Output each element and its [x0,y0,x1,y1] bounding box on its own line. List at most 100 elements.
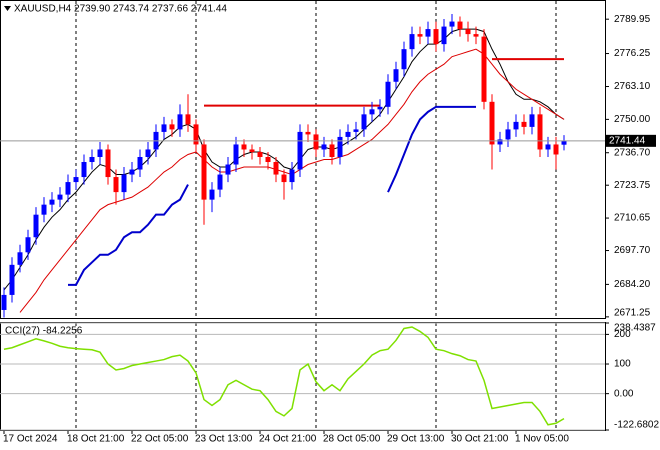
candle-body [457,21,463,30]
candle-body [289,169,295,183]
candle-body [321,144,327,150]
candle-body [561,140,567,145]
price-label: 2741.44 [609,135,646,146]
y-tick-label: 0.00 [614,388,634,399]
candle-body [465,29,471,35]
x-tick-label: 23 Oct 13:00 [195,434,253,445]
candle-body [401,49,407,70]
candle-body [49,199,55,205]
indicator-line [3,28,565,291]
candle-body [249,149,255,152]
candle-body [393,69,399,82]
candle-body [193,124,199,145]
candle-body [297,131,303,170]
candle-body [217,174,223,190]
candle-body [369,109,375,115]
candle-body [361,114,367,130]
x-tick-label: 29 Oct 13:00 [387,434,445,445]
candle-body [209,189,215,200]
x-tick-label: 17 Oct 2024 [3,434,58,445]
candle-body [425,29,431,37]
candle-body [497,139,503,145]
cci-title: CCI(27) -84.2256 [5,326,83,337]
candle-body [553,144,559,155]
candle-body [433,29,439,45]
cci-panel [0,322,606,431]
candle-body [481,36,487,102]
candle-body [353,129,359,132]
candle-body [273,162,279,175]
y-tick-label: -122.6802 [614,420,659,431]
y-tick-label: 238.4387 [614,323,656,334]
candle-body [521,121,527,127]
price-box [606,134,656,147]
candle-body [537,114,543,150]
candle-body [97,149,103,157]
candle-body [137,156,143,170]
y-tick-label: 2789.95 [614,14,651,25]
candle-body [281,174,287,183]
candle-body [385,81,391,107]
candle-body [489,101,495,145]
indicator-line [68,105,476,286]
y-tick-label: 2710.65 [614,213,651,224]
candle-body [73,177,79,183]
y-tick-label: 2763.10 [614,81,651,92]
y-tick-label: 2697.70 [614,245,651,256]
candle-body [409,34,415,50]
candle-body [25,237,31,253]
y-tick-label: 2671.25 [614,308,651,319]
candle-body [225,164,231,175]
candle-body [337,136,343,157]
candle-body [545,144,551,150]
y-tick-label: 2776.25 [614,48,651,59]
candle-body [329,144,335,157]
candle-body [177,114,183,130]
x-tick-label: 30 Oct 21:00 [451,434,509,445]
candle-body [241,144,247,150]
candle-body [89,156,95,163]
candle-body [1,294,7,310]
candle-body [169,124,175,130]
candle-body [57,194,63,200]
candle-body [233,144,239,165]
x-tick-label: 24 Oct 21:00 [259,434,317,445]
candle-body [121,174,127,193]
candle-body [265,156,271,163]
y-tick-label: 200 [614,329,631,340]
candle-body [345,131,351,137]
candle-body [441,26,447,45]
main-panel [0,0,606,319]
candle-body [145,149,151,157]
candle-body [81,162,87,178]
candle-body [105,149,111,178]
indicator-line [204,58,564,107]
x-tick-label: 22 Oct 05:00 [131,434,189,445]
candle-body [17,252,23,265]
candle-body [113,177,119,193]
x-tick-label: 1 Nov 05:00 [515,434,569,445]
candle-body [449,21,455,27]
candle-body [185,114,191,125]
x-tick-label: 28 Oct 05:00 [323,434,381,445]
candle-body [9,264,15,295]
indicator-line [3,326,565,426]
candle-body [33,214,39,238]
candle-body [313,134,319,150]
candle-body [161,124,167,132]
y-tick-label: 100 [614,359,631,370]
candle-body [529,114,535,127]
candle-body [65,182,71,195]
candle-body [513,121,519,130]
chart-title: XAUUSD,H4 2739.90 2743.74 2737.66 2741.4… [14,4,227,15]
candle-body [129,169,135,175]
candle-body [305,131,311,135]
candle-body [201,144,207,200]
candle-body [473,34,479,37]
y-tick-label: 2750.00 [614,114,651,125]
menu-icon [4,6,11,11]
candle-body [505,129,511,140]
